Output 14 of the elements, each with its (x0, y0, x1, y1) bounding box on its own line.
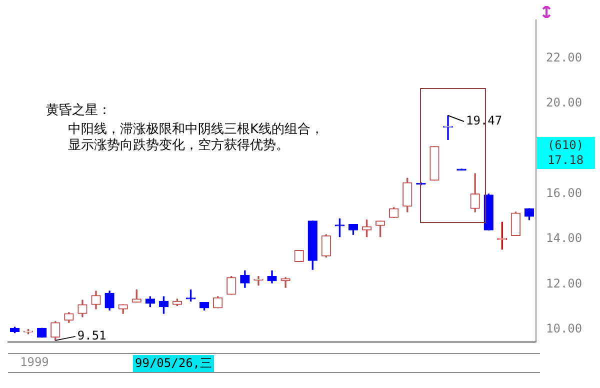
text: (610) (547, 138, 584, 152)
text: 99/05/26,三 (133, 355, 214, 372)
annotation: 显示涨势向跌势变化，空方获得优势。 (68, 137, 289, 154)
y-tick-label: 22.00 (546, 50, 582, 65)
y-tick-label: 10.00 (546, 322, 582, 336)
y-tick-label: 14.00 (546, 231, 582, 246)
annotation: 黄昏之星： (46, 102, 111, 119)
annotation: 9.51 (77, 328, 106, 343)
annotation: 中阳线，滞涨极限和中阴线三根K线的组合， (68, 121, 324, 138)
y-tick-label: 12.00 (546, 276, 582, 290)
text: 17.18 (547, 153, 584, 168)
y-tick-label: 16.00 (546, 186, 582, 200)
y-tick-label: 20.00 (546, 96, 582, 110)
text: 1999 (20, 355, 49, 369)
